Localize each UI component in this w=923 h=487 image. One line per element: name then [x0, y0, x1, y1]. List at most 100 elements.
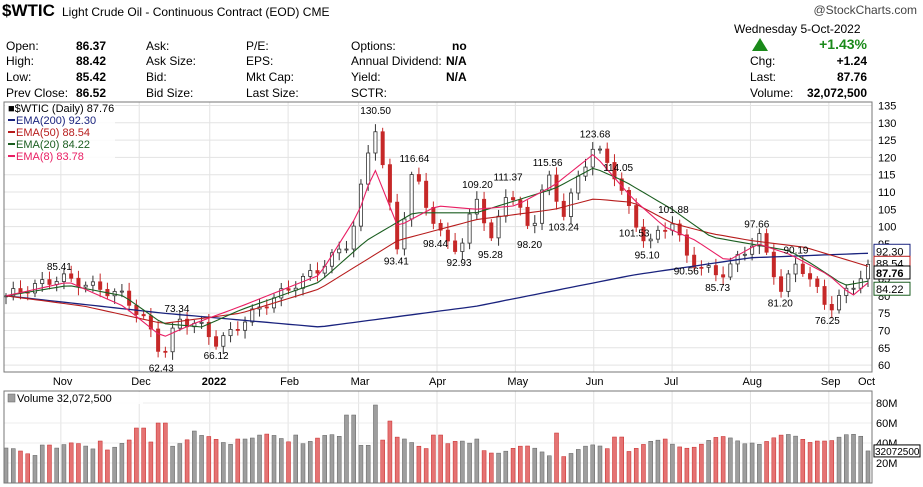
volume-bar [735, 440, 740, 484]
stockcharts-logo[interactable]: @StockCharts.com [813, 3, 917, 17]
quote-label-bid: Bid: [146, 70, 167, 84]
volume-bar [68, 442, 74, 484]
volume-bar [365, 445, 371, 484]
price-candle-body [677, 223, 682, 236]
volume-bar [728, 437, 733, 484]
price-annotation-label: 115.56 [533, 158, 563, 169]
volume-bar [402, 438, 407, 484]
price-candle-body [808, 273, 813, 280]
price-candle-body [590, 148, 595, 168]
volume-bar [720, 436, 726, 484]
instrument-description: Light Crude Oil - Continuous Contract (E… [62, 5, 300, 19]
indicator-line-2 [5, 167, 869, 328]
volume-bar [344, 414, 349, 484]
volume-legend-label: Volume 32,072,500 [17, 393, 112, 405]
quote-label-sctr: SCTR: [351, 86, 387, 100]
price-candle-body [214, 336, 219, 347]
price-candle-body [626, 190, 631, 206]
indicator-legend-label: EMA(8) 83.78 [16, 151, 84, 163]
volume-bar [83, 445, 88, 484]
volume-bar [612, 436, 617, 484]
volume-bar [474, 438, 480, 484]
volume-bar [865, 450, 871, 484]
x-month-label: Jun [586, 376, 604, 388]
quote-label-mkt-cap: Mkt Cap: [246, 70, 295, 84]
volume-right-tag-label: 32072500 [875, 447, 920, 458]
price-annotation-label: 66.12 [204, 351, 229, 362]
volume-bar [815, 440, 820, 484]
volume-bar [126, 439, 132, 484]
x-month-label: 2022 [202, 376, 226, 388]
price-candle-body [40, 279, 45, 284]
volume-bar [264, 433, 270, 484]
x-month-label: May [507, 376, 528, 388]
price-candle-body [127, 290, 132, 306]
price-annotation-label: 90.56 [674, 266, 699, 277]
price-candle-body [235, 329, 240, 331]
price-candle-body [424, 180, 429, 208]
volume-bar [771, 437, 777, 484]
price-candle-body [18, 288, 23, 293]
volume-bar [76, 443, 81, 484]
price-candle-body [721, 274, 726, 278]
price-candle-body [250, 308, 255, 323]
volume-bar [778, 434, 784, 484]
price-candle-body [822, 286, 827, 305]
price-candle-body [641, 226, 646, 242]
volume-bar [858, 435, 864, 484]
price-right-tag-box [873, 265, 911, 280]
volume-bar [380, 439, 385, 484]
price-candle-body [119, 290, 124, 293]
volume-bar [300, 443, 306, 484]
price-annotation-label: 103.24 [548, 222, 579, 233]
volume-bar [568, 453, 574, 484]
price-candle-body [243, 321, 248, 331]
volume-panel-frame [3, 390, 873, 484]
x-month-label: Aug [742, 376, 762, 388]
quote-value-yield: N/A [446, 70, 467, 84]
volume-bar [822, 440, 827, 484]
volume-bar [192, 430, 197, 484]
volume-bar [409, 442, 414, 484]
price-candle-body [692, 254, 697, 268]
x-month-label: Jul [664, 376, 678, 388]
price-candle-body [61, 273, 66, 282]
volume-bar [163, 422, 168, 484]
price-y-tick-label: 75 [878, 308, 890, 320]
price-panel-frame [3, 101, 873, 373]
quote-value-options: no [452, 39, 467, 53]
volume-bar [54, 447, 59, 484]
volume-bar [706, 440, 711, 484]
volume-legend-swatch [7, 393, 16, 403]
price-candle-body [402, 218, 407, 250]
volume-bar [452, 441, 458, 484]
price-candle-body [32, 283, 37, 294]
instrument-name: Light Crude Oil - Continuous Contract (E… [62, 5, 329, 19]
volume-bar [112, 446, 117, 484]
volume-bar [713, 437, 719, 484]
volume-bar [242, 438, 248, 484]
x-month-label: Sep [821, 376, 841, 388]
price-candle-body [866, 264, 871, 280]
volume-bar [221, 442, 226, 484]
price-candle-body [337, 248, 342, 254]
volume-bar [481, 450, 487, 484]
quote-value-volume: 32,072,500 [806, 86, 867, 100]
quote-value-open: 86.37 [76, 39, 107, 53]
volume-bar [525, 445, 530, 484]
price-candle-body [351, 225, 356, 250]
price-candle-body [474, 198, 479, 215]
price-candle-body [286, 288, 291, 291]
volume-y-tick-label: 20M [876, 458, 897, 470]
volume-bar [590, 444, 595, 484]
x-month-label: Dec [131, 376, 151, 388]
volume-bar [416, 445, 422, 484]
volume-bar [307, 441, 313, 484]
price-candle-body [366, 152, 371, 185]
volume-bar [684, 447, 690, 484]
volume-bar [757, 444, 762, 484]
price-candle-body [141, 314, 146, 317]
volume-bar [670, 443, 675, 484]
exchange-label: CME [302, 5, 330, 19]
